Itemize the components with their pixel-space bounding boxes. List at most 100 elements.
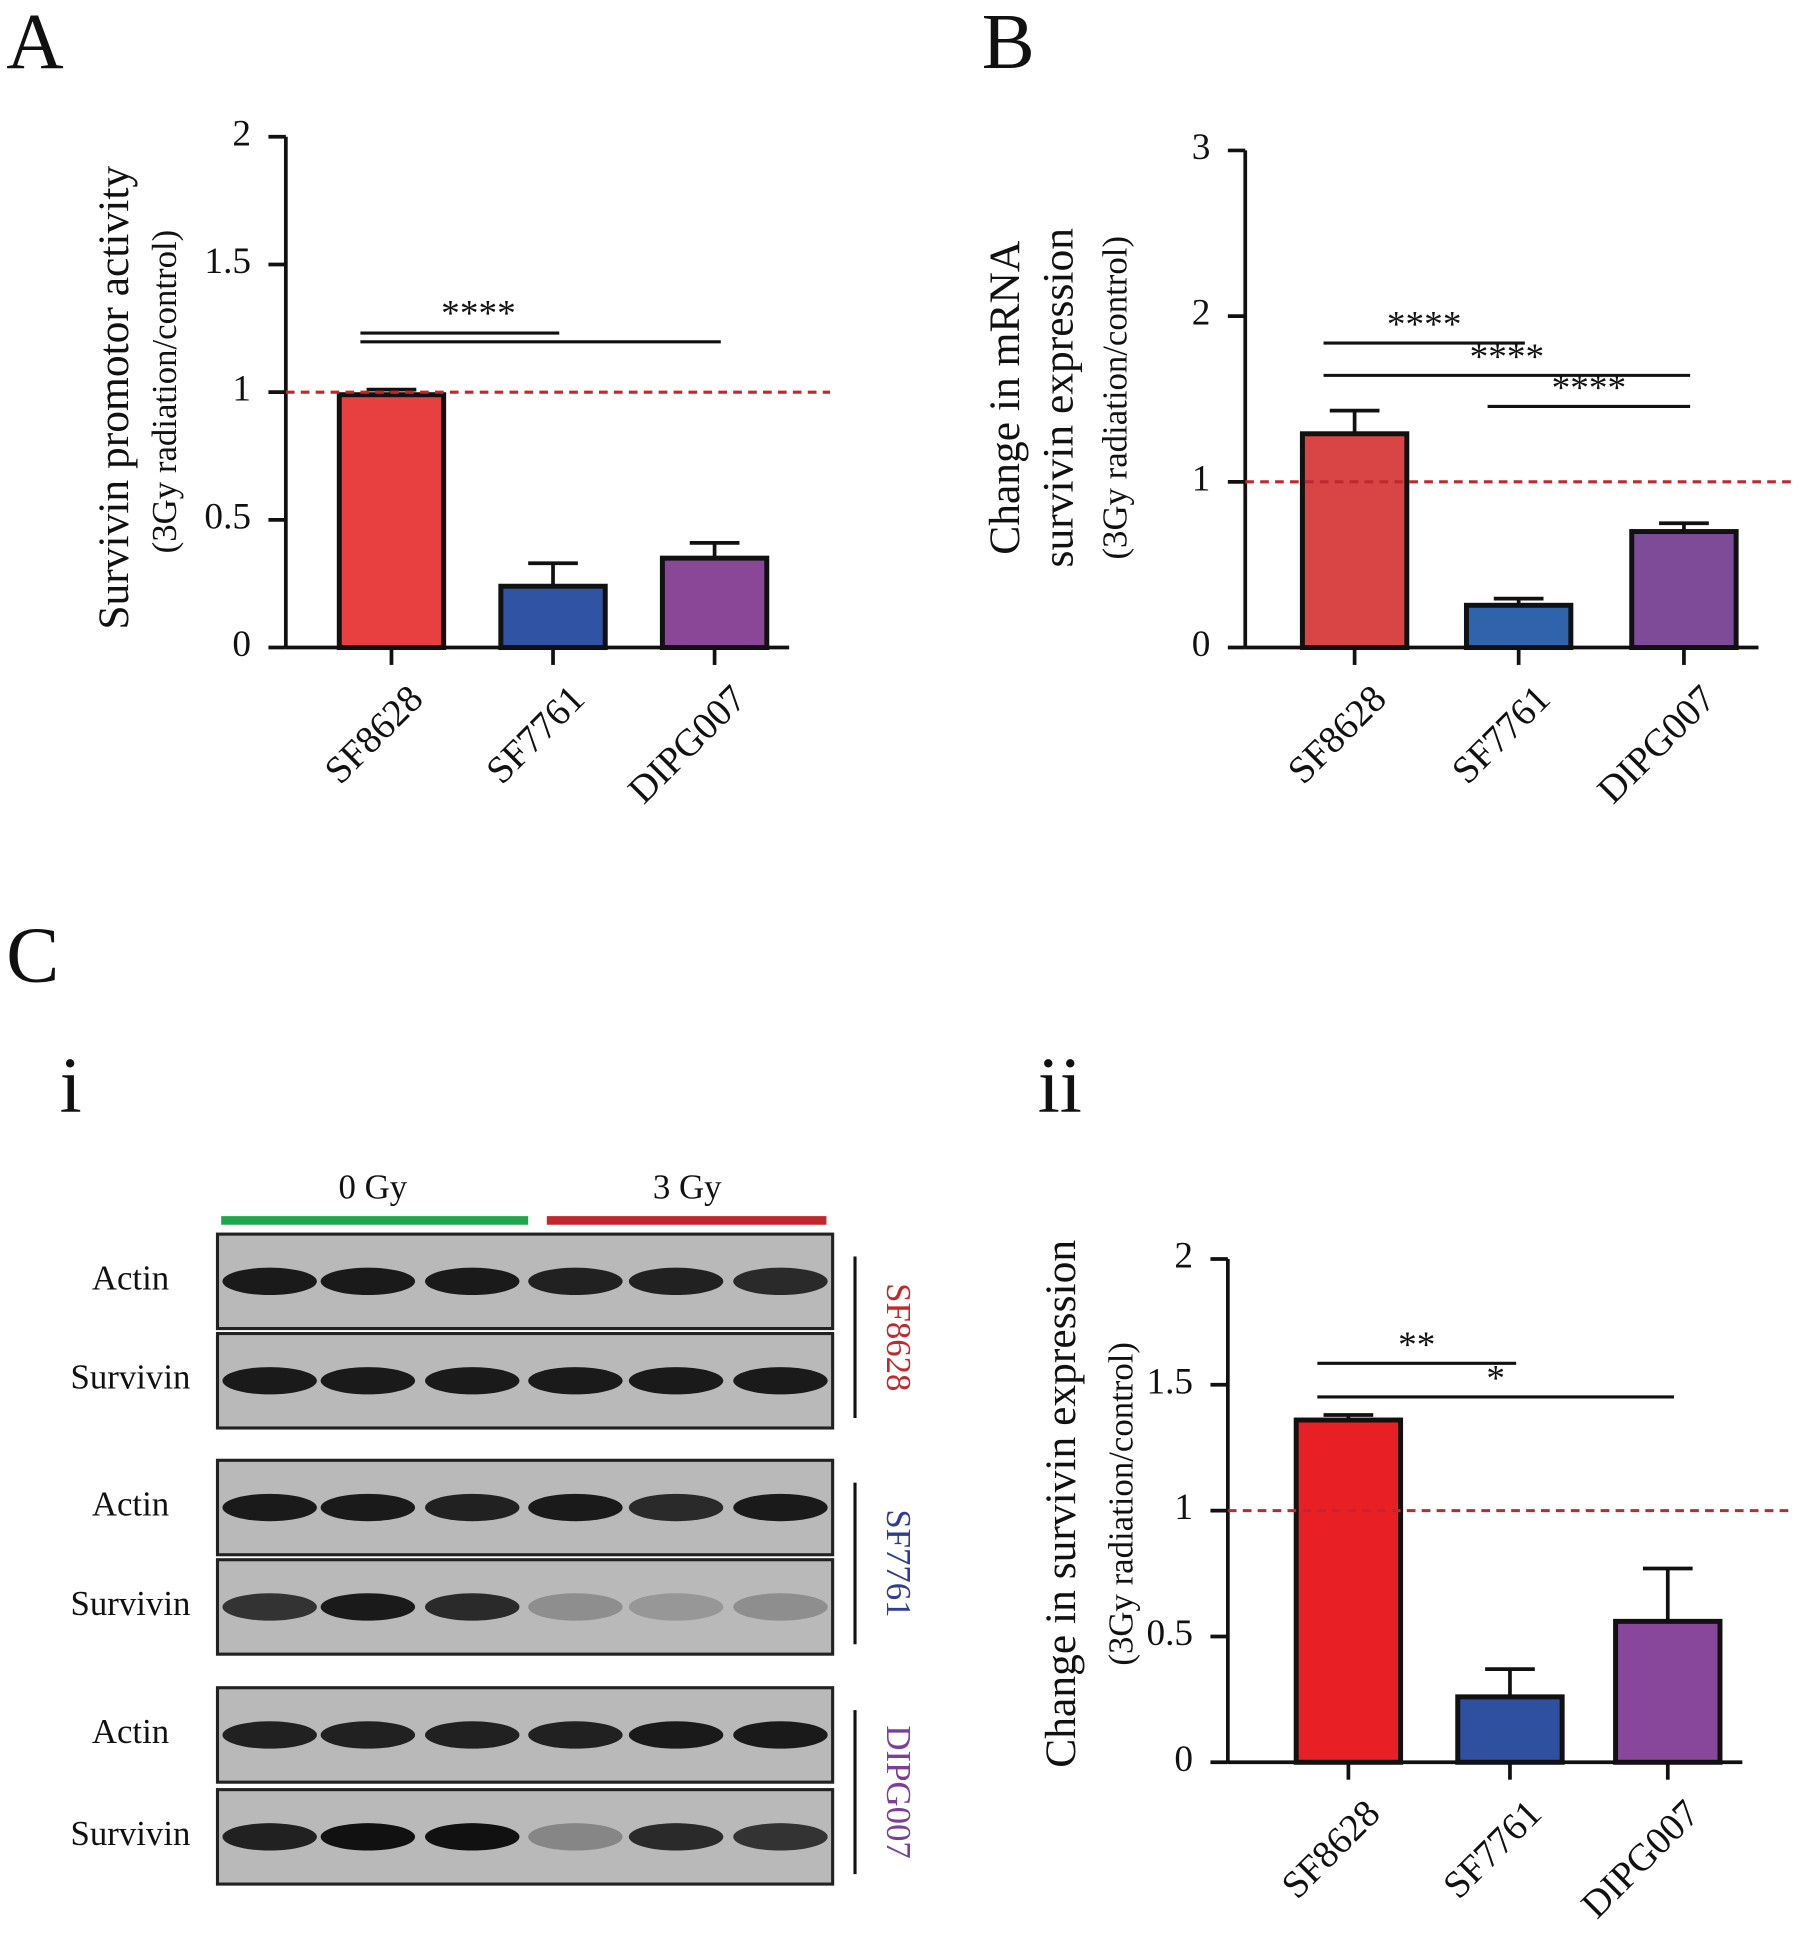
y-tick-label: 1.5 <box>1146 1361 1193 1402</box>
blot-band <box>528 1367 623 1395</box>
bar <box>498 583 608 651</box>
bar <box>1613 1618 1723 1765</box>
y-tick-label: 1 <box>1192 458 1211 499</box>
blot-band <box>320 1493 416 1522</box>
y-axis-sublabel: (3Gy radiation/control) <box>145 230 184 554</box>
significance-label: **** <box>1387 305 1462 346</box>
y-tick-label: 1.5 <box>204 241 251 282</box>
blot-band <box>320 1267 416 1296</box>
significance-label: **** <box>1552 368 1627 409</box>
blot-band <box>320 1593 416 1621</box>
bar <box>659 555 770 651</box>
blot-band <box>425 1367 520 1395</box>
y-tick-label: 2 <box>1192 293 1211 334</box>
significance-label: **** <box>1470 337 1545 378</box>
x-tick-label: SF7761 <box>1435 1792 1549 1906</box>
x-tick-label: DIPG007 <box>1590 678 1724 812</box>
blot-band <box>222 1493 317 1522</box>
blot-band <box>222 1267 317 1296</box>
panel-label: i <box>60 1042 82 1130</box>
cell-line-label: DIPG007 <box>879 1725 918 1858</box>
y-tick-label: 0 <box>232 624 251 665</box>
cell-line-label: SF7761 <box>879 1509 918 1617</box>
blot-band <box>628 1267 724 1296</box>
y-axis-label: Change in mRNA <box>981 240 1029 555</box>
bar <box>1463 602 1574 651</box>
row-label: Survivin <box>71 1584 191 1623</box>
blot-strip <box>215 1232 835 1331</box>
blot-band <box>425 1721 520 1749</box>
y-axis-sublabel: (3Gy radiation/control) <box>1102 1342 1141 1666</box>
x-tick-label: DIPG007 <box>620 678 754 812</box>
y-tick-label: 0.5 <box>204 496 251 537</box>
bar <box>1299 431 1410 651</box>
panel-label: A <box>6 0 63 86</box>
cell-line-label: SF8628 <box>879 1283 918 1391</box>
blot-band <box>733 1367 828 1395</box>
blot-strip <box>215 1458 835 1557</box>
condition-label: 3 Gy <box>653 1168 722 1207</box>
blot-band <box>628 1823 724 1851</box>
row-label: Survivin <box>71 1358 191 1397</box>
blot-band <box>733 1823 828 1851</box>
significance-label: **** <box>441 294 516 335</box>
blot-band <box>528 1823 623 1851</box>
blot-band <box>320 1367 416 1395</box>
y-tick-label: 3 <box>1192 127 1211 168</box>
y-axis-label: survivin expression <box>1035 228 1083 568</box>
y-axis-sublabel: (3Gy radiation/control) <box>1095 236 1134 560</box>
y-tick-label: 2 <box>232 113 251 154</box>
blot-strip <box>215 1788 835 1886</box>
blot-band <box>222 1721 317 1749</box>
significance-label: ** <box>1398 1325 1435 1366</box>
x-tick-label: SF8628 <box>1280 678 1394 792</box>
blot-band <box>628 1367 724 1395</box>
y-axis-label: Change in survivin expression <box>1037 1240 1085 1768</box>
row-label: Actin <box>92 1712 169 1751</box>
x-tick-label: SF8628 <box>317 678 431 792</box>
panel-label: C <box>6 911 59 999</box>
blot-band <box>222 1367 317 1395</box>
blot-band <box>528 1593 623 1621</box>
blot-band <box>425 1823 520 1851</box>
bar <box>1455 1694 1565 1765</box>
x-tick-label: SF8628 <box>1274 1792 1388 1906</box>
blot-band <box>320 1721 416 1749</box>
blot-band <box>222 1593 317 1621</box>
y-tick-label: 0.5 <box>1146 1613 1193 1654</box>
blot-strip <box>215 1331 835 1430</box>
x-tick-label: DIPG007 <box>1574 1792 1708 1926</box>
y-tick-label: 2 <box>1174 1236 1193 1277</box>
blot-band <box>628 1593 724 1621</box>
blot-band <box>425 1493 520 1522</box>
y-tick-label: 0 <box>1174 1739 1193 1780</box>
panel-label: ii <box>1038 1042 1082 1130</box>
y-tick-label: 1 <box>1174 1487 1193 1528</box>
row-label: Actin <box>92 1485 169 1524</box>
bar <box>1293 1417 1404 1765</box>
bar <box>336 392 447 651</box>
blot-strip <box>215 1686 835 1784</box>
blot-band <box>425 1267 520 1296</box>
bar <box>1629 529 1739 651</box>
blot-band <box>528 1493 623 1522</box>
condition-label: 0 Gy <box>339 1168 408 1207</box>
blot-band <box>733 1721 828 1749</box>
row-label: Survivin <box>71 1814 191 1853</box>
y-tick-label: 1 <box>232 369 251 410</box>
blot-band <box>320 1823 416 1851</box>
blot-band <box>733 1267 828 1296</box>
blot-band <box>733 1593 828 1621</box>
x-tick-label: SF7761 <box>479 678 593 792</box>
panel-label: B <box>982 0 1035 86</box>
blot-band <box>222 1823 317 1851</box>
row-label: Actin <box>92 1258 169 1297</box>
x-tick-label: SF7761 <box>1444 678 1558 792</box>
blot-band <box>528 1267 623 1296</box>
y-axis-label: Survivin promotor activity <box>90 166 138 630</box>
blot-band <box>628 1493 724 1522</box>
blot-band <box>733 1493 828 1522</box>
blot-band <box>425 1593 520 1621</box>
blot-strip <box>215 1558 835 1656</box>
